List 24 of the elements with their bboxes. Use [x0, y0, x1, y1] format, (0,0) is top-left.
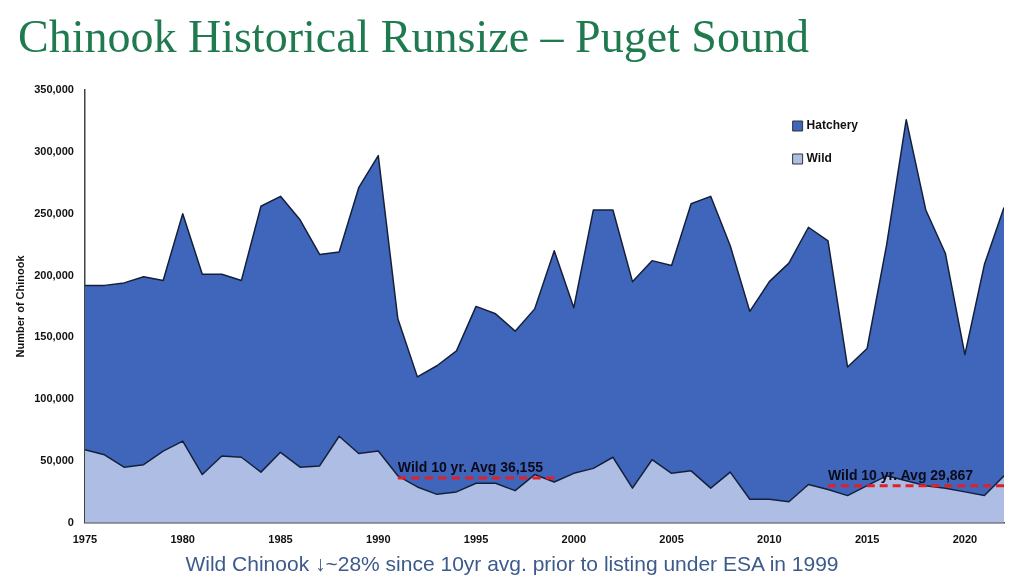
y-tick-label: 250,000	[34, 206, 74, 219]
y-tick-label: 50,000	[40, 454, 74, 466]
x-tick-label: 1995	[463, 533, 489, 546]
y-axis-title: Number of Chinook	[13, 254, 26, 358]
y-tick-label: 100,000	[34, 392, 74, 405]
legend-label: Hatchery	[806, 118, 859, 133]
x-tick-label: 2015	[854, 533, 880, 546]
annotation: Wild 10 yr. Avg 36,155	[397, 458, 544, 475]
x-tick-label: 1975	[72, 533, 98, 546]
y-tick-label: 200,000	[34, 268, 74, 281]
y-tick-label: 0	[67, 515, 74, 528]
x-tick-label: 2000	[561, 533, 587, 546]
x-tick-label: 2005	[659, 533, 684, 546]
y-tick-label: 150,000	[34, 330, 74, 343]
text: Wild Chinook ↓~28% since 10yr avg. prior to listing under ESA in 1999	[184, 552, 840, 576]
x-tick-label: 1990	[366, 533, 391, 546]
y-tick-label: 300,000	[34, 144, 74, 157]
x-tick-label: 1985	[268, 533, 293, 546]
y-tick-label: 350,000	[34, 83, 74, 96]
legend-label: Wild	[806, 151, 832, 166]
x-tick-label: 2010	[757, 533, 782, 546]
x-tick-label: 2020	[952, 533, 978, 546]
x-tick-label: 1980	[170, 533, 195, 546]
chart-title: Chinook Historical Runsize – Puget Sound	[18, 10, 809, 63]
